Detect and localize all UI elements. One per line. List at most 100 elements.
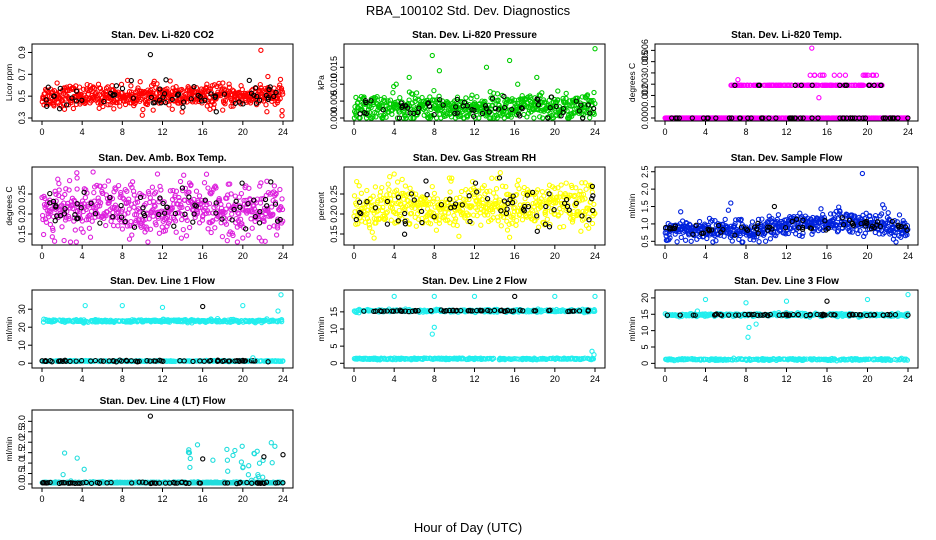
data-point — [471, 100, 478, 106]
y-tick-label: 0.5 — [17, 90, 27, 103]
data-point — [394, 115, 401, 121]
data-point — [393, 81, 399, 87]
data-point — [563, 90, 569, 97]
data-point — [51, 103, 57, 109]
data-point — [755, 230, 761, 236]
data-point — [896, 224, 902, 230]
data-point — [484, 196, 491, 202]
data-point — [728, 200, 734, 206]
data-point — [54, 80, 60, 86]
data-point — [807, 225, 813, 231]
data-point — [97, 220, 103, 226]
data-points — [39, 169, 286, 245]
data-point — [468, 95, 474, 102]
data-point — [525, 110, 532, 116]
data-point — [767, 236, 774, 242]
data-point — [733, 217, 739, 223]
data-point — [157, 195, 163, 201]
x-tick-label: 8 — [743, 251, 748, 261]
data-point — [466, 212, 472, 218]
data-point — [749, 219, 756, 225]
data-point — [116, 214, 122, 220]
data-point — [256, 235, 262, 241]
data-point — [515, 177, 522, 183]
data-point — [849, 220, 856, 227]
data-point — [257, 183, 263, 189]
data-point — [537, 92, 544, 99]
data-points — [39, 47, 286, 119]
data-point — [474, 94, 480, 100]
data-point — [224, 195, 230, 201]
data-point — [62, 191, 68, 198]
data-point — [785, 230, 792, 237]
x-tick-label: 4 — [80, 374, 85, 384]
data-point — [43, 97, 49, 103]
data-point — [355, 99, 361, 105]
data-point — [438, 202, 445, 208]
data-point — [539, 115, 546, 121]
data-point — [834, 229, 841, 235]
data-point — [257, 208, 263, 215]
x-tick-label: 20 — [238, 251, 248, 261]
data-point — [182, 185, 189, 192]
data-point — [709, 227, 715, 233]
x-tick-label: 4 — [392, 127, 397, 137]
data-point — [534, 213, 540, 219]
data-point — [180, 99, 187, 105]
data-point — [840, 222, 847, 228]
data-point — [118, 202, 124, 209]
data-point — [224, 237, 230, 244]
data-point — [860, 115, 866, 121]
data-point — [365, 207, 371, 213]
data-point — [213, 202, 219, 208]
data-point — [503, 184, 509, 190]
data-point — [769, 226, 775, 232]
data-point — [246, 185, 252, 191]
data-point — [266, 86, 272, 93]
x-axis: 0 4 8 12 16 20 24 — [351, 245, 600, 261]
data-point — [469, 203, 475, 209]
data-point — [397, 95, 403, 101]
data-point — [445, 210, 452, 216]
data-point — [50, 227, 56, 234]
data-point — [537, 114, 543, 120]
data-point — [732, 82, 738, 88]
data-point — [578, 102, 584, 108]
data-point — [225, 202, 232, 208]
data-point — [109, 83, 115, 89]
data-point — [849, 115, 856, 121]
data-point — [91, 85, 98, 91]
data-point — [235, 210, 241, 216]
data-point — [177, 178, 184, 185]
data-point — [245, 232, 251, 238]
data-point — [424, 192, 430, 198]
data-point — [188, 182, 194, 188]
data-point — [459, 202, 465, 208]
data-point — [66, 216, 72, 222]
data-point — [827, 211, 834, 217]
data-point — [126, 206, 132, 212]
data-point — [122, 218, 128, 225]
data-point — [119, 302, 125, 309]
data-point — [832, 215, 838, 221]
data-point — [508, 114, 514, 120]
y-tick-label: 0.015 — [329, 56, 339, 79]
data-point — [373, 216, 380, 222]
data-point — [145, 239, 151, 245]
x-tick-label: 20 — [238, 374, 248, 384]
data-point — [208, 229, 214, 236]
data-point — [179, 204, 185, 211]
data-point — [356, 183, 362, 189]
x-axis: 0 4 8 12 16 20 24 — [39, 245, 288, 261]
x-tick-label: 12 — [469, 251, 479, 261]
data-point — [87, 234, 94, 240]
data-point — [267, 84, 273, 90]
data-point — [792, 115, 799, 121]
data-point — [564, 203, 571, 210]
data-point — [374, 110, 380, 116]
data-point — [56, 180, 62, 187]
data-point — [268, 204, 275, 210]
data-point — [481, 182, 487, 189]
data-point — [109, 205, 115, 211]
